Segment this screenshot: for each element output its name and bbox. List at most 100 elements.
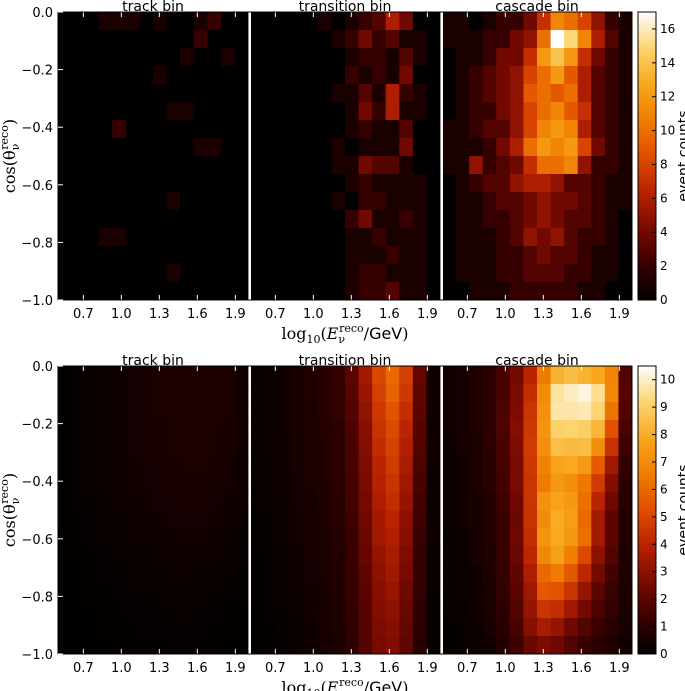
heatmap-cell <box>207 156 222 175</box>
heatmap-cell <box>577 582 592 601</box>
heatmap-cell <box>207 564 222 583</box>
heatmap-cell <box>153 546 167 565</box>
heatmap-cell <box>496 102 511 121</box>
heatmap-cell <box>125 366 140 385</box>
colorbar-label: event counts <box>676 464 685 555</box>
heatmap-cell <box>71 102 86 121</box>
heatmap-cell <box>317 246 332 265</box>
heatmap-cell <box>482 438 497 457</box>
heatmap-cell <box>112 120 127 139</box>
heatmap-cell <box>166 120 181 139</box>
heatmap-cell <box>112 102 127 121</box>
heatmap-cell <box>618 174 633 193</box>
heatmap-cell <box>139 474 154 493</box>
heatmap-cell <box>85 600 100 619</box>
heatmap-cell <box>523 264 538 283</box>
colorbar-tick-label: 3 <box>660 565 668 579</box>
heatmap-cell <box>193 84 208 103</box>
heatmap-cell <box>125 192 140 211</box>
heatmap-cell <box>263 492 278 511</box>
heatmap-cell <box>153 474 167 493</box>
heatmap-cell <box>153 120 167 139</box>
heatmap-cell <box>442 246 456 265</box>
heatmap-cell <box>193 474 208 493</box>
heatmap-cell <box>385 30 400 49</box>
heatmap-cell <box>358 174 373 193</box>
heatmap-cell <box>564 12 579 31</box>
heatmap-cell <box>112 474 127 493</box>
heatmap-cell <box>98 138 113 157</box>
heatmap-cell <box>345 120 359 139</box>
heatmap-cell <box>442 192 456 211</box>
heatmap-cell <box>317 564 332 583</box>
heatmap-cell <box>399 402 414 421</box>
heatmap-cell <box>358 246 373 265</box>
heatmap-cell <box>455 528 470 547</box>
heatmap-cell <box>290 84 305 103</box>
heatmap-cell <box>71 66 86 85</box>
heatmap-cell <box>577 618 592 637</box>
heatmap-cell <box>591 618 606 637</box>
heatmap-cell <box>331 618 346 637</box>
heatmap-cell <box>85 402 100 421</box>
heatmap-cell <box>523 384 538 403</box>
heatmap-cell <box>618 474 633 493</box>
panel-cascade-bin: cascade bin 0.7 1.0 1.3 1.6 1.9 <box>442 353 633 676</box>
heatmap-cell <box>58 246 72 265</box>
heatmap-cell <box>180 84 195 103</box>
heatmap-cell <box>263 528 278 547</box>
heatmap-cell <box>304 510 319 529</box>
heatmap-cell <box>250 636 264 655</box>
heatmap-cell <box>345 282 359 301</box>
heatmap-cell <box>304 456 319 475</box>
heatmap-cell <box>98 492 113 511</box>
heatmap-cell <box>166 66 181 85</box>
heatmap-cell <box>220 30 235 49</box>
heatmap-cell <box>358 582 373 601</box>
heatmap-cell <box>509 48 524 67</box>
heatmap-cell <box>317 174 332 193</box>
colorbar-tick-label: 1 <box>660 620 668 634</box>
heatmap-cell <box>604 618 619 637</box>
heatmap-cell <box>98 384 113 403</box>
heatmap-cell <box>207 438 222 457</box>
heatmap-cell <box>509 510 524 529</box>
heatmap-cell <box>112 618 127 637</box>
heatmap-cell <box>482 84 497 103</box>
panel-cascade-bin: cascade bin 0.7 1.0 1.3 1.6 1.9 <box>442 0 633 322</box>
heatmap-cell <box>618 564 633 583</box>
heatmap-cell <box>166 420 181 439</box>
heatmap-cell <box>550 48 565 67</box>
heatmap-cell <box>469 246 484 265</box>
heatmap-cell <box>234 456 249 475</box>
heatmap-cell <box>234 210 249 229</box>
heatmap-cell <box>139 402 154 421</box>
heatmap-cell <box>550 366 565 385</box>
heatmap-cell <box>112 228 127 247</box>
heatmap-cell <box>385 636 400 655</box>
heatmap-cell <box>591 192 606 211</box>
heatmap-cell <box>263 474 278 493</box>
heatmap-cell <box>304 636 319 655</box>
heatmap-cell <box>166 474 181 493</box>
heatmap-cell <box>234 66 249 85</box>
heatmap-cell <box>71 492 86 511</box>
heatmap-cell <box>166 174 181 193</box>
heatmap-cell <box>193 600 208 619</box>
heatmap-cell <box>399 546 414 565</box>
colorbar-tick-label: 16 <box>660 22 675 36</box>
heatmap-cell <box>317 66 332 85</box>
heatmap-cell <box>290 492 305 511</box>
heatmap-cell <box>591 546 606 565</box>
heatmap-cell <box>207 582 222 601</box>
heatmap-cell <box>112 420 127 439</box>
x-tick-label: 1.0 <box>111 661 132 676</box>
heatmap-cell <box>577 456 592 475</box>
heatmap-cell <box>482 66 497 85</box>
heatmap-cell <box>523 636 538 655</box>
heatmap-cell <box>317 192 332 211</box>
heatmap-cell <box>372 120 387 139</box>
heatmap-cell <box>442 210 456 229</box>
heatmap-cell <box>153 600 167 619</box>
heatmap-cell <box>564 546 579 565</box>
